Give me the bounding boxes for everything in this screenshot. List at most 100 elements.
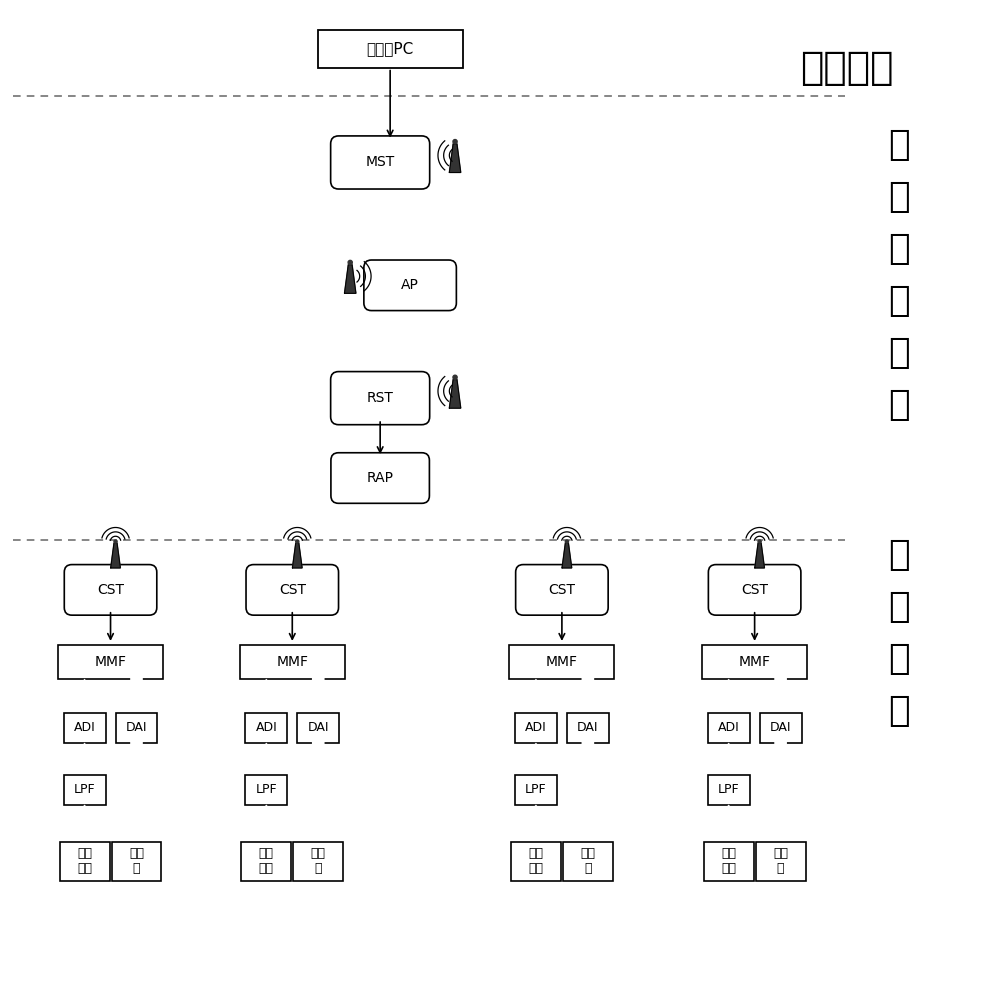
Text: 用户端PC: 用户端PC — [367, 41, 414, 56]
FancyBboxPatch shape — [58, 645, 163, 679]
Text: ADI: ADI — [256, 721, 277, 734]
FancyBboxPatch shape — [293, 842, 343, 881]
FancyBboxPatch shape — [240, 645, 345, 679]
FancyBboxPatch shape — [242, 842, 291, 881]
FancyArrow shape — [770, 679, 791, 710]
Text: ADI: ADI — [718, 721, 739, 734]
FancyBboxPatch shape — [64, 713, 105, 743]
Text: RAP: RAP — [367, 471, 393, 485]
FancyArrow shape — [718, 806, 739, 840]
FancyBboxPatch shape — [567, 713, 608, 743]
Circle shape — [114, 540, 117, 543]
Text: MMF: MMF — [546, 655, 578, 669]
Text: 管理单元: 管理单元 — [799, 49, 894, 87]
Text: 执行
器: 执行 器 — [311, 847, 325, 875]
FancyBboxPatch shape — [331, 453, 430, 503]
Text: 单: 单 — [889, 336, 910, 370]
Text: 执行
器: 执行 器 — [773, 847, 788, 875]
Text: 控: 控 — [889, 538, 910, 572]
Circle shape — [453, 375, 457, 379]
Text: LPF: LPF — [718, 783, 739, 796]
FancyArrow shape — [718, 744, 739, 773]
Text: 执行
器: 执行 器 — [580, 847, 596, 875]
FancyArrow shape — [718, 680, 739, 711]
FancyArrow shape — [74, 744, 95, 773]
Text: DAI: DAI — [126, 721, 147, 734]
Circle shape — [296, 540, 299, 543]
FancyBboxPatch shape — [511, 842, 561, 881]
Text: 元: 元 — [889, 694, 910, 728]
FancyBboxPatch shape — [318, 30, 463, 68]
FancyArrow shape — [126, 743, 147, 838]
FancyArrow shape — [74, 806, 95, 840]
FancyBboxPatch shape — [297, 713, 339, 743]
Text: 线: 线 — [889, 180, 910, 214]
Text: 温度
对象: 温度 对象 — [722, 847, 736, 875]
FancyBboxPatch shape — [330, 372, 430, 425]
Text: 温度
对象: 温度 对象 — [259, 847, 274, 875]
Text: CST: CST — [97, 583, 124, 597]
FancyArrow shape — [256, 744, 277, 773]
FancyBboxPatch shape — [709, 565, 801, 615]
Circle shape — [348, 260, 352, 265]
FancyBboxPatch shape — [760, 713, 801, 743]
FancyBboxPatch shape — [509, 645, 614, 679]
Text: AP: AP — [401, 278, 419, 292]
FancyBboxPatch shape — [708, 775, 750, 805]
Text: CST: CST — [741, 583, 768, 597]
FancyBboxPatch shape — [516, 565, 608, 615]
FancyBboxPatch shape — [756, 842, 805, 881]
FancyBboxPatch shape — [515, 713, 557, 743]
FancyBboxPatch shape — [330, 136, 430, 189]
Text: LPF: LPF — [256, 783, 277, 796]
Text: MMF: MMF — [738, 655, 771, 669]
Text: CST: CST — [549, 583, 575, 597]
Polygon shape — [111, 543, 120, 568]
FancyBboxPatch shape — [60, 842, 109, 881]
Circle shape — [565, 540, 568, 543]
Text: DAI: DAI — [577, 721, 599, 734]
FancyArrow shape — [770, 743, 791, 838]
FancyBboxPatch shape — [246, 713, 287, 743]
FancyArrow shape — [308, 679, 329, 710]
FancyArrow shape — [525, 806, 547, 840]
FancyBboxPatch shape — [364, 260, 456, 311]
FancyArrow shape — [256, 806, 277, 840]
Text: LPF: LPF — [74, 783, 95, 796]
Text: MST: MST — [366, 155, 395, 169]
FancyBboxPatch shape — [111, 842, 161, 881]
Text: MMF: MMF — [276, 655, 309, 669]
FancyArrow shape — [126, 679, 147, 710]
FancyBboxPatch shape — [246, 775, 287, 805]
FancyBboxPatch shape — [708, 713, 750, 743]
Circle shape — [453, 140, 457, 144]
FancyBboxPatch shape — [515, 775, 557, 805]
FancyBboxPatch shape — [116, 713, 157, 743]
FancyArrow shape — [74, 680, 95, 711]
Text: ADI: ADI — [525, 721, 547, 734]
Text: 无: 无 — [889, 128, 910, 162]
FancyBboxPatch shape — [704, 842, 754, 881]
Circle shape — [758, 540, 761, 543]
FancyBboxPatch shape — [64, 775, 105, 805]
Text: CST: CST — [279, 583, 306, 597]
Text: ADI: ADI — [74, 721, 95, 734]
Text: 温度
对象: 温度 对象 — [77, 847, 92, 875]
FancyArrow shape — [256, 680, 277, 711]
FancyArrow shape — [525, 680, 547, 711]
Text: 输: 输 — [889, 284, 910, 318]
Text: 制: 制 — [889, 590, 910, 624]
FancyArrow shape — [577, 679, 599, 710]
Text: DAI: DAI — [770, 721, 791, 734]
FancyBboxPatch shape — [246, 565, 338, 615]
Text: 温度
对象: 温度 对象 — [529, 847, 544, 875]
Polygon shape — [755, 543, 765, 568]
Text: DAI: DAI — [308, 721, 329, 734]
FancyArrow shape — [308, 743, 329, 838]
Text: 传: 传 — [889, 232, 910, 266]
FancyBboxPatch shape — [64, 565, 157, 615]
Text: MMF: MMF — [94, 655, 127, 669]
Text: 单: 单 — [889, 642, 910, 676]
Text: LPF: LPF — [525, 783, 547, 796]
Polygon shape — [449, 144, 461, 172]
